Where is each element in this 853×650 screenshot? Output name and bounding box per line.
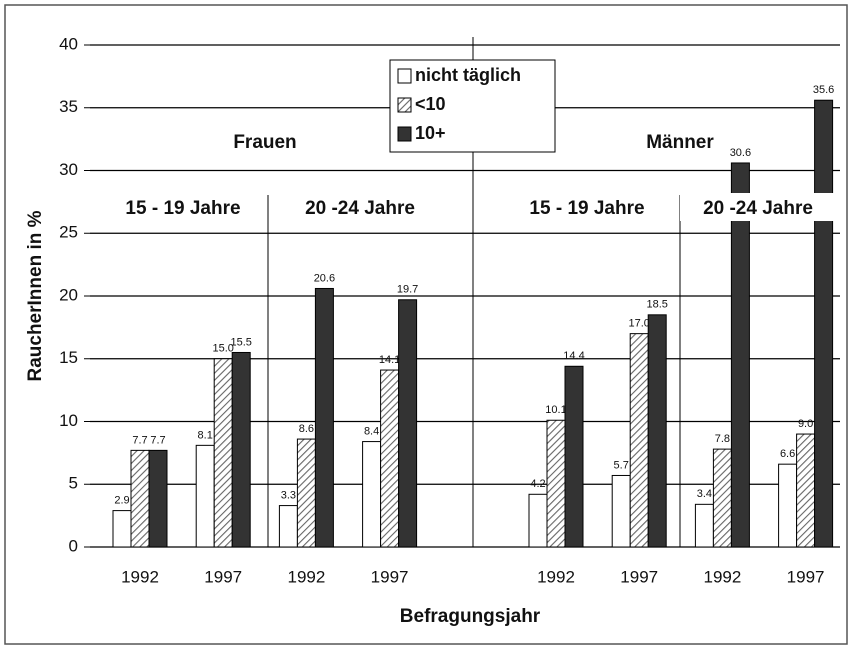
bar <box>231 351 251 548</box>
bar <box>278 505 298 548</box>
legend-label: nicht täglich <box>415 65 521 85</box>
bar <box>694 503 714 548</box>
legend-label: <10 <box>415 94 446 114</box>
bar <box>546 419 566 548</box>
y-tick-label: 5 <box>69 474 78 493</box>
value-label: 18.5 <box>646 299 667 311</box>
value-label: 10.1 <box>545 404 566 416</box>
bar <box>730 162 750 548</box>
value-label: 4.2 <box>530 478 545 490</box>
value-label: 8.6 <box>299 423 314 435</box>
bar <box>814 99 834 548</box>
y-tick-label: 0 <box>69 536 78 555</box>
annotation: 20 -24 Jahre <box>305 198 415 219</box>
annotation: Frauen <box>233 132 296 153</box>
label-bg <box>680 193 836 221</box>
y-tick-label: 35 <box>59 97 78 116</box>
annotation: 15 - 19 Jahre <box>125 198 240 219</box>
value-label: 7.7 <box>150 434 165 446</box>
value-label: 20.6 <box>314 272 335 284</box>
x-tick-label: 1992 <box>703 567 741 586</box>
bar <box>528 493 548 548</box>
x-tick-label: 1992 <box>537 567 575 586</box>
value-label: 14.4 <box>563 350 584 362</box>
bar <box>629 333 649 548</box>
x-axis-title: Befragungsjahr <box>400 606 541 627</box>
y-tick-label: 15 <box>59 348 78 367</box>
value-label: 30.6 <box>730 147 751 159</box>
bar <box>213 358 233 548</box>
x-tick-label: 1992 <box>287 567 325 586</box>
value-label: 17.0 <box>628 318 649 330</box>
value-label: 7.8 <box>715 433 730 445</box>
value-label: 15.5 <box>230 336 251 348</box>
bar <box>398 299 418 548</box>
bar <box>796 433 816 548</box>
y-axis-title: RaucherInnen in % <box>25 210 46 381</box>
value-label: 2.9 <box>114 495 129 507</box>
y-tick-label: 10 <box>59 411 78 430</box>
legend-swatch <box>397 97 412 113</box>
legend-label: 10+ <box>415 123 446 143</box>
value-label: 19.7 <box>397 284 418 296</box>
value-label: 3.3 <box>281 489 296 501</box>
value-label: 3.4 <box>697 488 712 500</box>
value-label: 8.1 <box>198 429 213 441</box>
value-label: 7.7 <box>132 434 147 446</box>
x-tick-label: 1997 <box>204 567 242 586</box>
legend-swatch <box>397 68 412 84</box>
y-tick-label: 25 <box>59 223 78 242</box>
x-tick-label: 1997 <box>371 567 409 586</box>
x-tick-label: 1997 <box>787 567 825 586</box>
bar <box>296 438 316 548</box>
legend-box <box>389 59 556 153</box>
label-bg <box>282 193 438 221</box>
y-tick-label: 30 <box>59 160 78 179</box>
y-tick-label: 40 <box>59 34 78 53</box>
annotation: 15 - 19 Jahre <box>529 198 644 219</box>
bar <box>564 365 584 548</box>
y-tick-label: 20 <box>59 285 78 304</box>
bar <box>112 510 132 548</box>
annotation: 20 -24 Jahre <box>703 198 813 219</box>
bar <box>380 369 400 548</box>
bar <box>712 448 732 548</box>
label-bg <box>105 193 261 221</box>
value-label: 15.0 <box>212 343 233 355</box>
value-label: 6.6 <box>780 448 795 460</box>
value-label: 14.1 <box>379 354 400 366</box>
bar <box>611 474 631 548</box>
bar <box>362 441 382 548</box>
label-bg <box>509 193 665 221</box>
bar <box>647 314 667 548</box>
bar <box>778 463 798 548</box>
value-label: 9.0 <box>798 418 813 430</box>
annotation: Männer <box>646 132 714 153</box>
bar <box>148 449 168 548</box>
bar <box>130 449 150 548</box>
value-label: 35.6 <box>813 84 834 96</box>
x-tick-label: 1997 <box>620 567 658 586</box>
value-label: 8.4 <box>364 425 379 437</box>
x-tick-label: 1992 <box>121 567 159 586</box>
legend-swatch <box>397 126 412 142</box>
bar <box>314 287 334 548</box>
bar <box>195 444 215 548</box>
value-label: 5.7 <box>614 459 629 471</box>
